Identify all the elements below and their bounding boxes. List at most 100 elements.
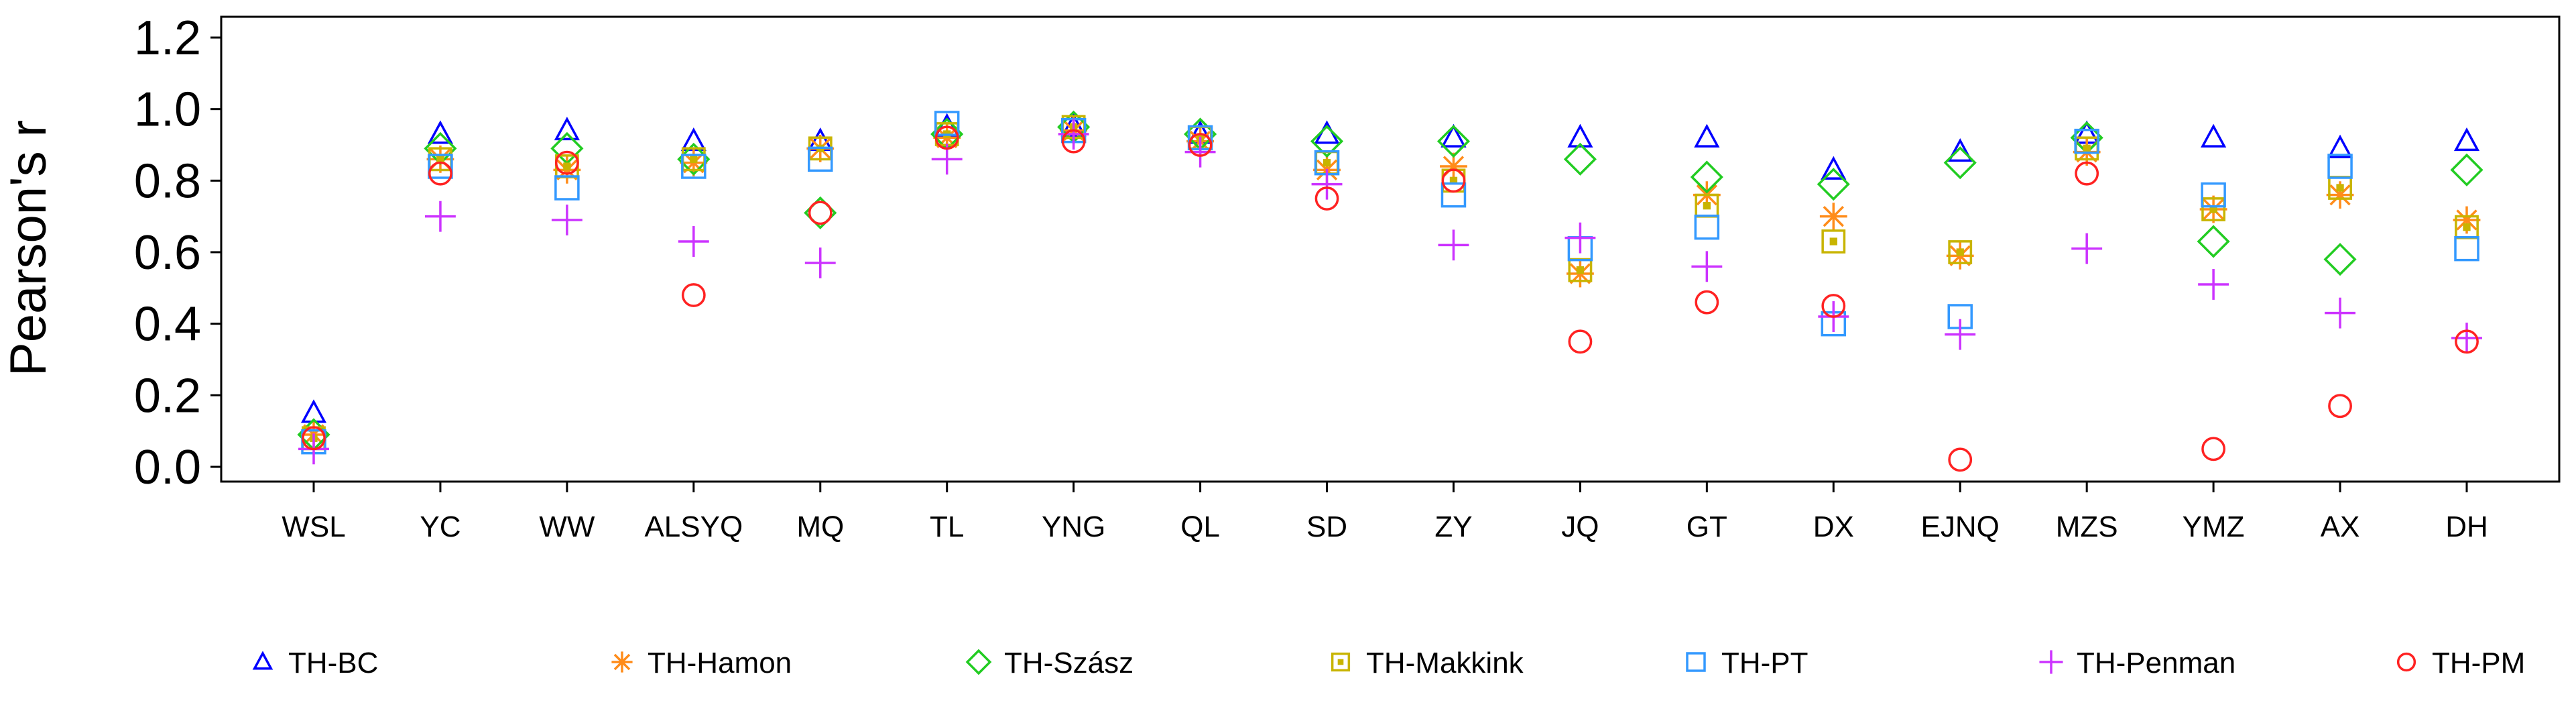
data-point xyxy=(424,201,456,232)
diamond-marker xyxy=(2197,225,2230,258)
triangle-marker xyxy=(1694,123,1720,148)
data-point xyxy=(1947,138,1973,162)
series-th-makkink xyxy=(302,115,2479,451)
triangle-marker xyxy=(2327,134,2353,158)
x-tick-label: WSL xyxy=(282,510,345,543)
legend-label: TH-Penman xyxy=(2077,647,2235,679)
data-point xyxy=(1821,156,1847,180)
triangle-marker xyxy=(1567,123,1593,148)
square-dot xyxy=(1323,159,1331,167)
triangle-marker xyxy=(2201,123,2227,148)
data-point xyxy=(2325,297,2356,329)
x-tick-label: ALSYQ xyxy=(644,510,743,543)
data-point xyxy=(2198,269,2229,300)
legend-label: TH-PM xyxy=(2432,647,2525,679)
data-point xyxy=(2201,437,2226,461)
data-point xyxy=(428,161,452,186)
data-point xyxy=(1563,142,1597,176)
data-point xyxy=(1945,319,1976,350)
legend-item: TH-PT xyxy=(1686,647,1808,679)
square-marker xyxy=(2327,154,2353,179)
square-dot xyxy=(2336,184,2344,192)
legend-label: TH-BC xyxy=(288,647,378,679)
axes: 0.0 0.2 0.4 0.6 0.8 1.0 1.2 WSL YC WW ALSYQ MQ TL YNG… xyxy=(134,11,2561,543)
circle-marker xyxy=(681,283,706,307)
data-point xyxy=(681,283,706,307)
square-marker xyxy=(554,175,580,201)
data-point xyxy=(2327,154,2353,179)
y-tick-label: 0.0 xyxy=(134,441,201,494)
x-tick-label: SD xyxy=(1306,510,1347,543)
data-point xyxy=(1691,251,1723,282)
data-point xyxy=(1568,329,1593,354)
data-point xyxy=(2201,197,2226,221)
series-th-pm xyxy=(302,125,2479,472)
asterisk-stroke xyxy=(2329,184,2351,206)
square-marker xyxy=(2201,182,2226,208)
square-marker xyxy=(1440,182,1467,208)
circle-marker xyxy=(1441,168,1466,193)
data-point xyxy=(554,150,579,175)
circle-marker xyxy=(1948,447,1973,472)
y-tick-label: 1.2 xyxy=(134,11,201,65)
data-point xyxy=(1821,294,1846,318)
x-tick-label: MQ xyxy=(796,510,844,543)
diamond-marker xyxy=(1563,142,1597,176)
data-point xyxy=(554,116,580,141)
data-point xyxy=(2071,233,2103,264)
square-dot xyxy=(1449,176,1458,184)
y-tick-label: 0.8 xyxy=(134,154,201,208)
data-point xyxy=(1821,229,1846,254)
data-point xyxy=(1690,160,1723,194)
diamond-marker xyxy=(1817,168,1850,201)
x-tick-label: MZS xyxy=(2056,510,2118,543)
series-th-bc xyxy=(300,113,2480,423)
square-marker xyxy=(1686,652,1706,672)
circle-marker xyxy=(1188,133,1213,157)
data-point xyxy=(1184,136,1216,168)
square-dot xyxy=(1337,659,1344,665)
square-dot xyxy=(436,155,444,163)
data-point xyxy=(680,127,707,152)
square-marker xyxy=(1694,214,1720,240)
data-point xyxy=(2454,235,2479,262)
circle-marker xyxy=(934,125,959,150)
data-point xyxy=(808,146,833,172)
data-point xyxy=(681,154,707,179)
x-tick-label: WW xyxy=(539,510,595,543)
x-tick-label: TL xyxy=(930,510,964,543)
data-point xyxy=(1440,182,1467,208)
asterisk-stroke xyxy=(613,653,631,671)
square-marker xyxy=(2454,235,2479,262)
legend-item: TH-BC xyxy=(252,647,378,679)
square-dot xyxy=(563,162,571,170)
x-tick-label: YNG xyxy=(1042,510,1105,543)
series-th-penman xyxy=(298,119,2482,465)
triangle-marker xyxy=(252,651,273,670)
x-tick-label: DX xyxy=(1813,510,1854,543)
data-point xyxy=(1567,123,1593,148)
legend-item: TH-Hamon xyxy=(611,647,792,679)
triangle-marker xyxy=(680,127,707,152)
data-point xyxy=(2201,123,2227,148)
legend-item: TH-Szász xyxy=(965,647,1133,679)
square-marker xyxy=(1331,652,1351,672)
square-marker xyxy=(1948,240,1973,264)
data-point xyxy=(1058,119,1089,150)
x-tick-label: QL xyxy=(1180,510,1220,543)
circle-marker xyxy=(1568,329,1593,354)
data-point xyxy=(2197,225,2230,258)
data-point xyxy=(2327,134,2353,158)
data-point xyxy=(302,426,326,451)
x-tick-label: DH xyxy=(2445,510,2488,543)
asterisk-stroke xyxy=(1823,206,1844,227)
data-point xyxy=(1694,214,1720,240)
square-marker xyxy=(428,154,453,179)
data-point xyxy=(1311,168,1343,200)
legend-item: TH-Penman xyxy=(2039,647,2235,679)
circle-marker xyxy=(428,161,452,186)
data-point xyxy=(1817,168,1850,201)
square-dot xyxy=(690,155,698,163)
data-point xyxy=(1436,125,1471,158)
